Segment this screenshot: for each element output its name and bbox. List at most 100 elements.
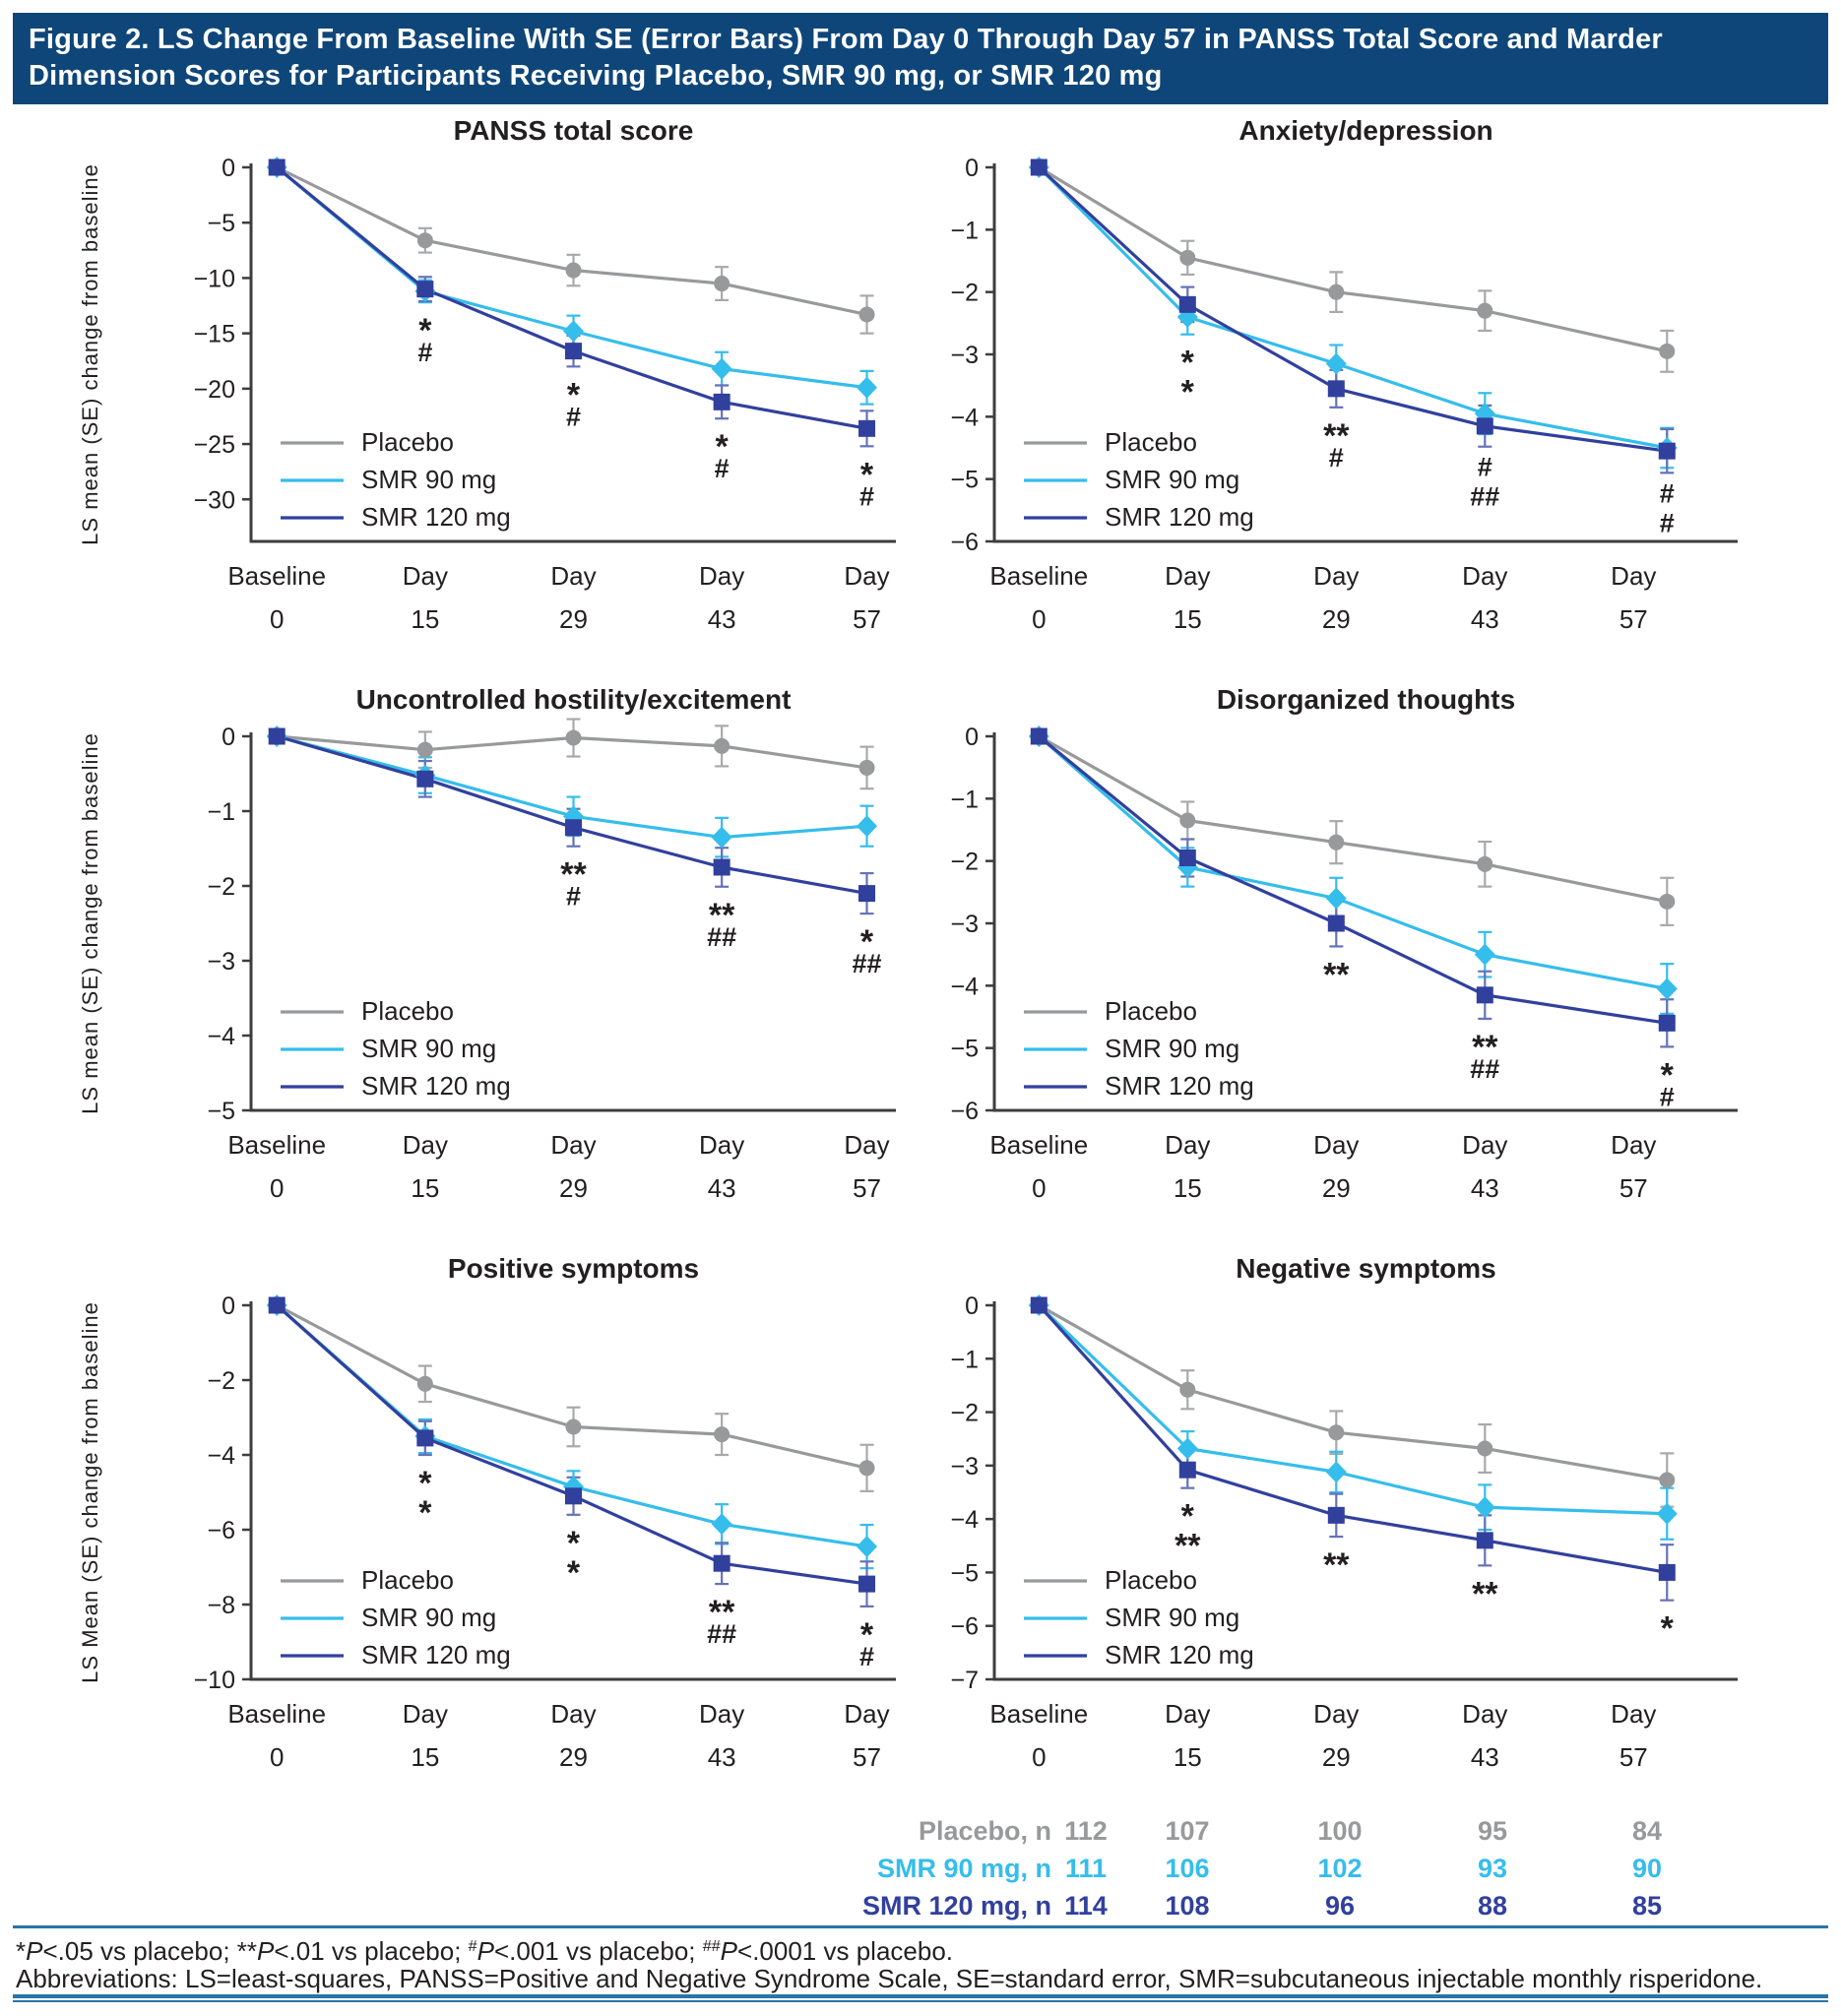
n-value: 93 (1477, 1854, 1508, 1883)
svg-text:57: 57 (1619, 604, 1648, 634)
svg-text:43: 43 (1471, 1173, 1499, 1203)
svg-text:Day: Day (1462, 1699, 1507, 1729)
sig-mark: # (1660, 478, 1675, 508)
footnote-segment: ## (702, 1937, 721, 1955)
errorbars-smr120 (417, 1419, 874, 1607)
svg-text:0: 0 (222, 1292, 235, 1320)
figure-title-bar: Figure 2. LS Change From Baseline With S… (13, 13, 1828, 104)
errorbars-placebo (417, 226, 874, 335)
footnote-segment: P (26, 1935, 43, 1966)
chart-panss-total-score: PANSS total score 0 −5 −10 −15 −20 −25 −30 LS me… (64, 106, 920, 675)
chart-positive-symptoms: Positive symptoms 0 −2 −4 −6 −8 −10 LS Mean (SE… (64, 1244, 920, 1813)
svg-text:−5: −5 (950, 467, 979, 494)
svg-text:−10: −10 (194, 265, 235, 292)
sig-mark: ** (1323, 1546, 1350, 1584)
sig-mark: # (1660, 1082, 1675, 1111)
errorbars-smr90 (417, 1418, 874, 1570)
chart-svg: Uncontrolled hostility/excitement 0 −1 −2 −3… (78, 684, 896, 1203)
significance-marks: ****## *# (1323, 956, 1675, 1111)
svg-text:−15: −15 (194, 321, 235, 348)
chart-title: PANSS total score (454, 115, 694, 146)
svg-text:43: 43 (708, 1173, 736, 1203)
significance-marks: *#*#*# *# (417, 312, 874, 511)
series-markers-placebo (1031, 159, 1676, 359)
svg-text:Day: Day (403, 561, 448, 591)
y-axis-title: LS mean (SE) change from baseline (78, 732, 102, 1114)
x-tick-labels: Baseline 0 Day 15 Day 29 Day 43 Day 57 (989, 1699, 1656, 1772)
svg-text:43: 43 (1471, 1742, 1499, 1772)
sig-mark: # (566, 402, 581, 431)
svg-text:Baseline: Baseline (227, 561, 326, 591)
significance-marks: ******** (1174, 1498, 1675, 1648)
sig-mark: ** (709, 1594, 735, 1631)
svg-text:Day: Day (1313, 1699, 1359, 1729)
series-markers-smr120 (1030, 158, 1676, 460)
legend-label: Placebo (361, 1565, 454, 1595)
svg-text:0: 0 (1032, 1173, 1046, 1203)
svg-text:−5: −5 (207, 1098, 235, 1125)
svg-text:57: 57 (853, 1742, 881, 1772)
sig-mark: * (860, 456, 874, 493)
series-line-smr120 (1038, 165, 1668, 453)
sig-mark: ## (853, 949, 882, 978)
svg-text:15: 15 (411, 604, 439, 634)
sig-mark: # (1478, 453, 1492, 482)
svg-text:0: 0 (222, 724, 235, 751)
svg-text:15: 15 (411, 1173, 439, 1203)
series-markers-smr120 (268, 727, 876, 903)
svg-text:15: 15 (411, 1742, 439, 1772)
svg-text:−6: −6 (207, 1517, 235, 1544)
x-tick-labels: Baseline 0 Day 15 Day 29 Day 43 Day 57 (227, 1699, 889, 1772)
footnote-segment: P (720, 1935, 738, 1966)
svg-text:−4: −4 (207, 1442, 235, 1470)
n-row-label: SMR 120 mg, n (861, 1891, 1051, 1921)
svg-text:Baseline: Baseline (227, 1699, 326, 1729)
n-value: 114 (1064, 1891, 1108, 1921)
svg-text:−4: −4 (950, 404, 979, 431)
sig-mark: ** (709, 897, 735, 934)
svg-text:Day: Day (699, 561, 744, 591)
bottom-rule (13, 1994, 1828, 2002)
series-markers-smr90 (1028, 725, 1678, 1000)
sig-mark: ** (1323, 417, 1350, 455)
svg-text:−6: −6 (950, 1098, 979, 1125)
legend-label: SMR 120 mg (1105, 1071, 1254, 1101)
legend-label: SMR 90 mg (1105, 1034, 1239, 1063)
sig-mark: * (716, 428, 730, 466)
footnote-top-rule (13, 1925, 1828, 1928)
svg-text:0: 0 (222, 155, 235, 182)
sig-mark: * (567, 1554, 581, 1592)
chart-title: Anxiety/depression (1238, 115, 1492, 146)
sig-mark: * (418, 1494, 432, 1532)
svg-text:43: 43 (708, 604, 736, 634)
svg-text:Day: Day (699, 1130, 744, 1160)
legend-label: Placebo (361, 996, 454, 1026)
svg-text:Day: Day (1165, 561, 1210, 591)
sig-mark: ## (1470, 1054, 1499, 1084)
series-markers-smr90 (1028, 1294, 1678, 1525)
sig-mark: ** (1174, 1528, 1201, 1565)
errorbars-placebo (1180, 239, 1675, 373)
chart-anxiety-depression: Anxiety/depression 0 −1 −2 −3 −4 −5 −6 Baseline 0… (920, 106, 1777, 675)
errorbars-placebo (1180, 800, 1675, 926)
x-tick-labels: Baseline 0 Day 15 Day 29 Day 43 Day 57 (989, 1130, 1656, 1203)
n-count-row: Placebo, n 112 107 100 95 84 (0, 1816, 1841, 1854)
svg-text:−5: −5 (207, 210, 235, 237)
n-value: 85 (1631, 1891, 1663, 1921)
series-line-placebo (1038, 1303, 1668, 1482)
svg-text:−5: −5 (950, 1559, 979, 1587)
footnote-segment: * (16, 1935, 27, 1966)
y-axis-title: LS Mean (SE) change from baseline (78, 1301, 102, 1683)
footnote-segment: # (468, 1937, 477, 1955)
svg-text:0: 0 (270, 604, 284, 634)
svg-text:15: 15 (1174, 1173, 1202, 1203)
sig-mark: * (567, 376, 581, 413)
footnote-segment: <.05 vs placebo; ** (42, 1935, 258, 1966)
svg-text:−25: −25 (194, 431, 235, 459)
charts-grid: PANSS total score 0 −5 −10 −15 −20 −25 −30 LS me… (64, 106, 1777, 1813)
sig-mark: # (859, 1642, 874, 1671)
svg-text:−2: −2 (950, 849, 979, 876)
svg-text:−5: −5 (950, 1036, 979, 1063)
errorbars-smr90 (1180, 847, 1675, 1015)
